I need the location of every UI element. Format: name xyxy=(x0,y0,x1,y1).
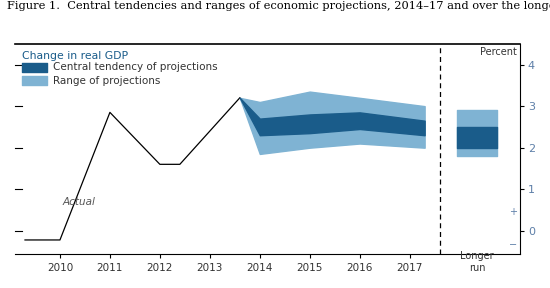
Text: Longer
run: Longer run xyxy=(460,251,494,273)
Text: Change in real GDP: Change in real GDP xyxy=(23,51,129,61)
Text: Figure 1.  Central tendencies and ranges of economic projections, 2014–17 and ov: Figure 1. Central tendencies and ranges … xyxy=(7,1,550,12)
Text: +: + xyxy=(509,207,517,217)
Text: −: − xyxy=(509,240,517,250)
Text: Percent: Percent xyxy=(480,47,517,57)
Text: Actual: Actual xyxy=(63,197,95,207)
Text: Range of projections: Range of projections xyxy=(53,76,161,86)
Text: Central tendency of projections: Central tendency of projections xyxy=(53,62,218,73)
